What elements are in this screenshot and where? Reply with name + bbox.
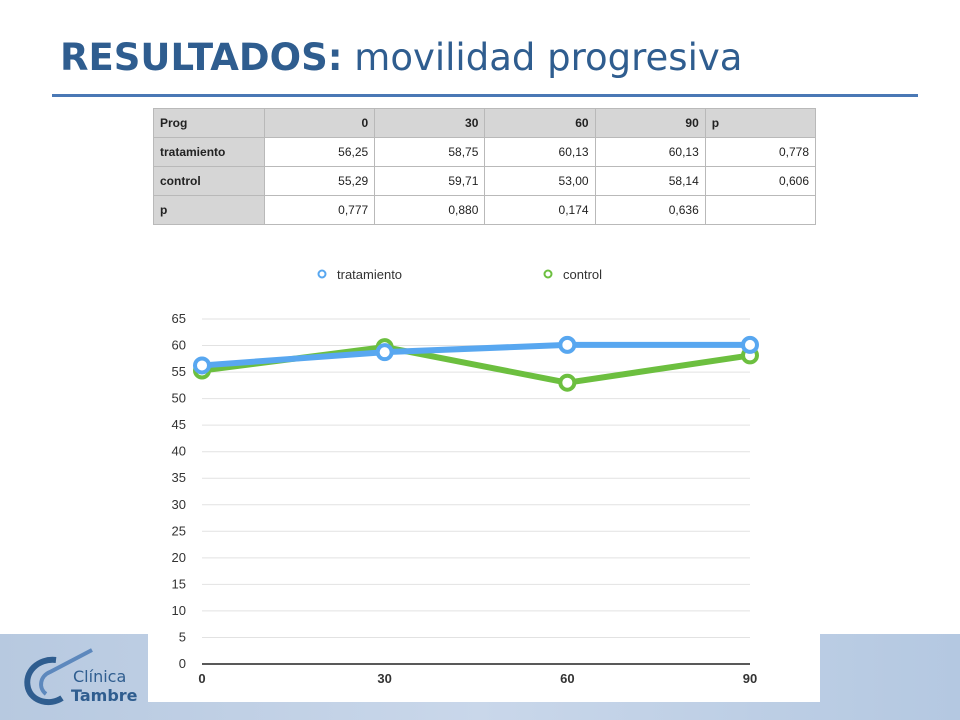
table-header-cell: 30: [374, 108, 486, 138]
table-row: tratamiento 56,25 58,75 60,13 60,13 0,77…: [153, 137, 817, 167]
y-tick-label: 0: [179, 656, 186, 671]
table-row-label: tratamiento: [153, 137, 265, 167]
y-tick-label: 15: [172, 576, 186, 591]
slide-title: RESULTADOS: movilidad progresiva: [60, 36, 742, 79]
y-tick-label: 35: [172, 470, 186, 485]
table-header-cell: 90: [594, 108, 706, 138]
y-tick-label: 65: [172, 311, 186, 326]
table-header-cell: p: [704, 108, 817, 138]
x-tick-label: 0: [198, 671, 205, 686]
table-cell: [704, 195, 817, 225]
table-cell: 53,00: [484, 166, 596, 196]
logo-text-clinica: Clínica: [73, 667, 127, 686]
logo-swoosh-outer: [24, 656, 64, 706]
table-row-label: control: [153, 166, 265, 196]
table-cell: 0,636: [594, 195, 706, 225]
table-header-cell: 0: [263, 108, 376, 138]
table-cell: 0,606: [704, 166, 817, 196]
legend-marker-tratamiento: [317, 269, 327, 279]
data-point-tratamiento: [193, 356, 211, 375]
y-tick-label: 10: [172, 603, 186, 618]
table-row-label: p: [153, 195, 265, 225]
chart-panel: [148, 238, 820, 702]
table-header-cell: 60: [484, 108, 596, 138]
y-tick-label: 25: [172, 523, 186, 538]
data-point-tratamiento: [558, 335, 577, 354]
series-line-control: [201, 344, 751, 386]
title-underline: [52, 94, 918, 97]
table-cell: 58,14: [594, 166, 706, 196]
table-cell: 59,71: [374, 166, 486, 196]
y-tick-label: 40: [172, 444, 186, 459]
y-tick-label: 60: [172, 338, 186, 353]
table-row: control 55,29 59,71 53,00 58,14 0,606: [153, 166, 817, 196]
slide-title-bold: RESULTADOS:: [60, 36, 343, 79]
logo-text-tambre: Tambre: [71, 686, 138, 705]
table-cell: 0,778: [704, 137, 817, 167]
table-cell: 0,880: [374, 195, 486, 225]
y-tick-label: 5: [179, 629, 186, 644]
data-point-tratamiento: [741, 335, 759, 354]
legend-marker-control: [543, 269, 553, 279]
table-row: p 0,777 0,880 0,174 0,636: [153, 195, 817, 225]
y-tick-label: 20: [172, 550, 186, 565]
x-tick-label: 90: [743, 671, 757, 686]
y-tick-label: 50: [172, 391, 186, 406]
y-tick-label: 30: [172, 497, 186, 512]
table-cell: 56,25: [263, 137, 376, 167]
table-cell: 58,75: [374, 137, 486, 167]
series-line-tratamiento: [201, 341, 750, 369]
table-header-row: Prog 0 30 60 90 p: [153, 108, 817, 138]
results-table: Prog 0 30 60 90 p tratamiento 56,25 58,7…: [153, 108, 817, 225]
y-tick-label: 45: [172, 417, 186, 432]
legend-label-tratamiento: tratamiento: [337, 267, 402, 282]
legend-label-control: control: [563, 267, 602, 282]
x-tick-label: 60: [560, 671, 574, 686]
line-chart: 0 5 10 15 20 25 30 35 40 45 50 55 60 65 0 30 60 90 tratami…: [172, 267, 759, 686]
table-cell: 0,777: [263, 195, 376, 225]
x-tick-label: 30: [377, 671, 391, 686]
y-tick-label: 55: [172, 364, 186, 379]
table-header-cell: Prog: [153, 108, 265, 138]
table-cell: 60,13: [484, 137, 596, 167]
table-cell: 0,174: [484, 195, 596, 225]
table-cell: 55,29: [263, 166, 376, 196]
slide-title-rest: movilidad progresiva: [354, 36, 743, 79]
logo-swoosh-inner: [39, 648, 93, 696]
data-point-tratamiento: [375, 343, 394, 362]
clinica-tambre-logo-icon: [24, 648, 93, 706]
table-cell: 60,13: [594, 137, 706, 167]
data-point-control: [558, 373, 577, 392]
